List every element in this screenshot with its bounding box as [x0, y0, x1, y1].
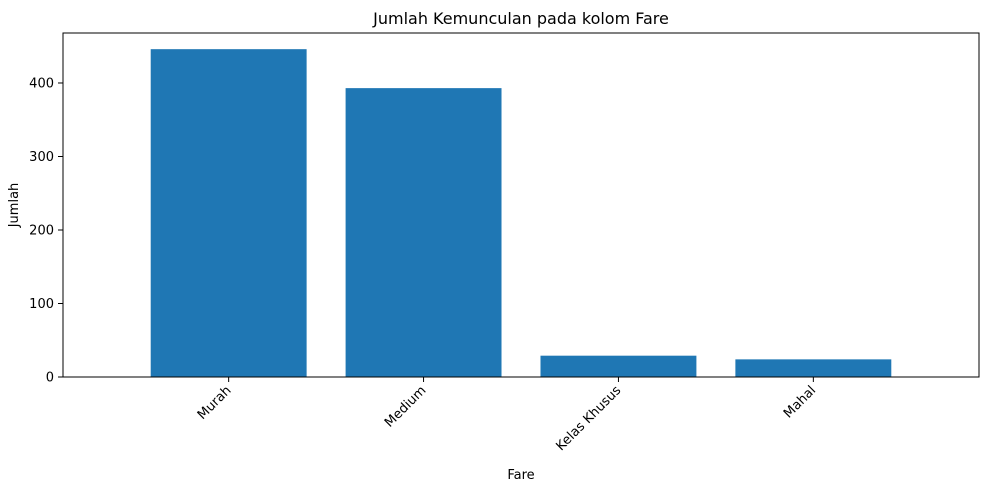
y-tick-label: 200	[29, 223, 54, 238]
y-axis-title: Jumlah	[7, 183, 22, 229]
bar-kelas-khusus	[540, 355, 697, 377]
y-tick-label: 300	[29, 150, 54, 165]
y-tick-label: 0	[46, 371, 54, 386]
x-tick-label: Kelas Khusus	[553, 383, 624, 454]
x-axis-title: Fare	[507, 468, 534, 483]
bar-mahal	[735, 359, 892, 377]
y-tick-label: 400	[29, 76, 54, 91]
chart-title: Jumlah Kemunculan pada kolom Fare	[372, 9, 669, 28]
bar-medium	[345, 88, 502, 377]
x-tick-label: Murah	[195, 383, 235, 423]
bar-murah	[150, 49, 307, 378]
x-tick-label: Mahal	[781, 383, 819, 421]
x-axis: Murah Medium Kelas Khusus Mahal	[195, 377, 819, 454]
y-axis: 0 100 200 300 400	[29, 76, 63, 386]
x-tick-label: Medium	[382, 383, 429, 430]
bars-group	[150, 49, 892, 378]
plot-frame	[62, 32, 980, 378]
y-tick-label: 100	[29, 297, 54, 312]
